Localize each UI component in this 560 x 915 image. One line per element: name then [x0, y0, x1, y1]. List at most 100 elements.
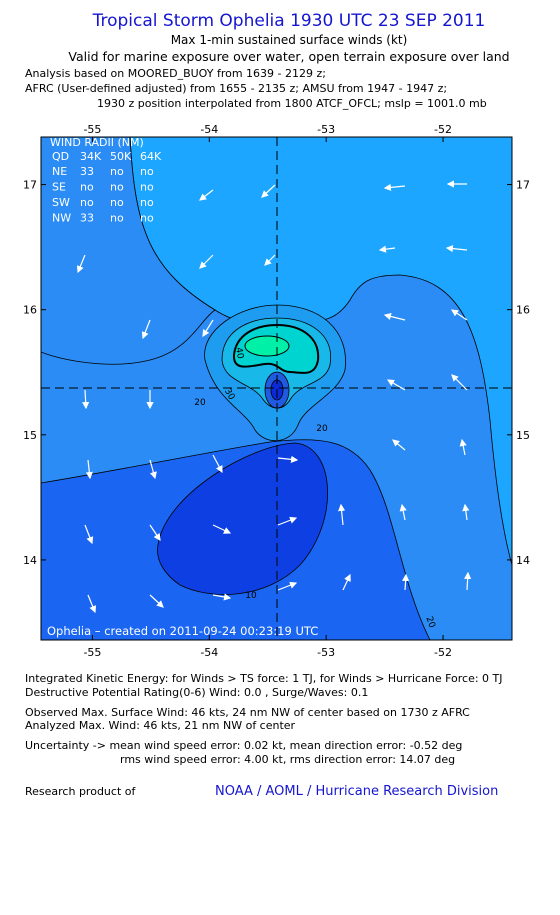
wind-arrow	[402, 573, 410, 591]
footer-line: rms wind speed error: 4.00 kt, rms direc…	[120, 753, 455, 766]
validity: Valid for marine exposure over water, op…	[68, 49, 509, 64]
contour-label: 20	[316, 424, 328, 434]
wind-arrow	[264, 254, 276, 266]
radii-cell: no	[140, 196, 154, 209]
title: Tropical Storm Ophelia 1930 UTC 23 SEP 2…	[92, 11, 486, 31]
wind-arrow	[277, 581, 298, 591]
radii-cell: NW	[52, 212, 71, 225]
x-tick-label: -52	[434, 646, 452, 659]
wind-arrow	[386, 379, 406, 391]
radii-cell: no	[110, 165, 124, 178]
x-tick-label: -53	[317, 123, 335, 136]
wind-arrow	[202, 319, 214, 338]
x-tick-label: -55	[83, 646, 101, 659]
radii-cell: no	[110, 181, 124, 194]
wind-radii-table: WIND RADII (NM) QD 34K 50K 64K NE 33 no no SE no n…	[50, 136, 162, 225]
radii-header: 64K	[140, 150, 162, 163]
contour-label: 20	[423, 615, 436, 629]
wind-arrow	[149, 594, 164, 608]
x-tick-label: -53	[317, 646, 335, 659]
plot-frame	[40, 136, 513, 641]
radii-cell: no	[140, 181, 154, 194]
radii-cell: no	[110, 212, 124, 225]
radii-cell: 33	[80, 212, 94, 225]
wind-arrow	[212, 524, 232, 534]
wind-arrow	[277, 516, 298, 526]
contour-label: 10	[245, 591, 257, 601]
radii-cell: SW	[52, 196, 70, 209]
subtitle: Max 1-min sustained surface winds (kt)	[171, 33, 408, 47]
radii-cell: no	[140, 212, 154, 225]
radii-cell: no	[110, 196, 124, 209]
wind-arrow	[338, 503, 346, 526]
radii-cell: 33	[80, 165, 94, 178]
y-tick-label: 17	[23, 179, 37, 192]
y-tick-label: 16	[516, 304, 530, 317]
footer-line: Integrated Kinetic Energy: for Winds > T…	[25, 672, 503, 685]
footer-line: Analyzed Max. Wind: 46 kts, 21 nm NW of …	[25, 719, 296, 732]
radii-title: WIND RADII (NM)	[50, 136, 144, 149]
y-tick-label: 14	[516, 554, 530, 567]
x-tick-label: -55	[83, 123, 101, 136]
radii-cell: NE	[52, 165, 67, 178]
wind-arrow	[82, 389, 90, 410]
footer-line: Observed Max. Surface Wind: 46 kts, 24 n…	[25, 706, 470, 719]
x-tick-label: -52	[434, 123, 452, 136]
radii-cell: no	[80, 196, 94, 209]
wind-arrow	[451, 374, 468, 391]
y-tick-label: 14	[23, 554, 37, 567]
wind-arrow	[464, 571, 472, 591]
analysis-line: 1930 z position interpolated from 1800 A…	[97, 97, 487, 110]
wind-arrow	[141, 319, 151, 340]
radii-header: 50K	[110, 150, 132, 163]
contour-label: 40	[233, 347, 245, 360]
wind-arrow	[149, 459, 157, 480]
y-tick-label: 17	[516, 179, 530, 192]
wind-arrow	[445, 245, 468, 253]
credit: Ophelia – created on 2011-09-24 00:23:19…	[47, 624, 318, 638]
footer-line: Destructive Potential Rating(0-6) Wind: …	[25, 686, 368, 699]
analysis-line: AFRC (User-defined adjusted) from 1655 -…	[25, 82, 447, 95]
wind-arrow	[277, 455, 299, 463]
wind-arrow	[383, 183, 406, 191]
field-core	[244, 335, 290, 357]
footer-line: Uncertainty -> mean wind speed error: 0.…	[25, 739, 462, 752]
x-tick-label: -54	[200, 123, 218, 136]
wind-arrow	[399, 503, 407, 521]
wind-arrow	[342, 573, 351, 591]
field-band	[41, 137, 216, 365]
wind-arrow	[85, 459, 93, 480]
y-tick-label: 15	[23, 429, 37, 442]
radii-cell: no	[140, 165, 154, 178]
wind-arrow	[149, 524, 161, 541]
radii-cell: SE	[52, 181, 66, 194]
wind-arrow	[462, 503, 470, 521]
radii-header: QD	[52, 150, 69, 163]
wind-arrow	[84, 524, 94, 545]
wind-field	[41, 137, 512, 640]
footer: Integrated Kinetic Energy: for Winds > T…	[25, 672, 503, 766]
wind-arrow	[199, 254, 214, 269]
y-tick-label: 15	[516, 429, 530, 442]
radii-cell: no	[80, 181, 94, 194]
research-label: Research product of	[25, 785, 136, 798]
wind-arrow	[451, 309, 468, 321]
wind-arrow	[212, 454, 223, 474]
analysis-line: Analysis based on MOORED_BUOY from 1639 …	[25, 67, 326, 80]
wind-arrow	[378, 245, 396, 253]
wind-arrow	[87, 594, 97, 614]
wind-arrow	[76, 254, 86, 274]
y-tick-label: 16	[23, 304, 37, 317]
wind-arrow	[459, 438, 467, 456]
wind-arrow	[199, 189, 214, 201]
contour-label: 20	[194, 398, 206, 408]
x-tick-label: -54	[200, 646, 218, 659]
wind-arrow	[392, 439, 406, 451]
wind-arrow	[261, 184, 276, 198]
radii-header: 34K	[80, 150, 102, 163]
wind-arrows	[76, 180, 472, 614]
wind-arrow	[212, 593, 232, 601]
organization[interactable]: NOAA / AOML / Hurricane Research Divisio…	[215, 784, 498, 799]
